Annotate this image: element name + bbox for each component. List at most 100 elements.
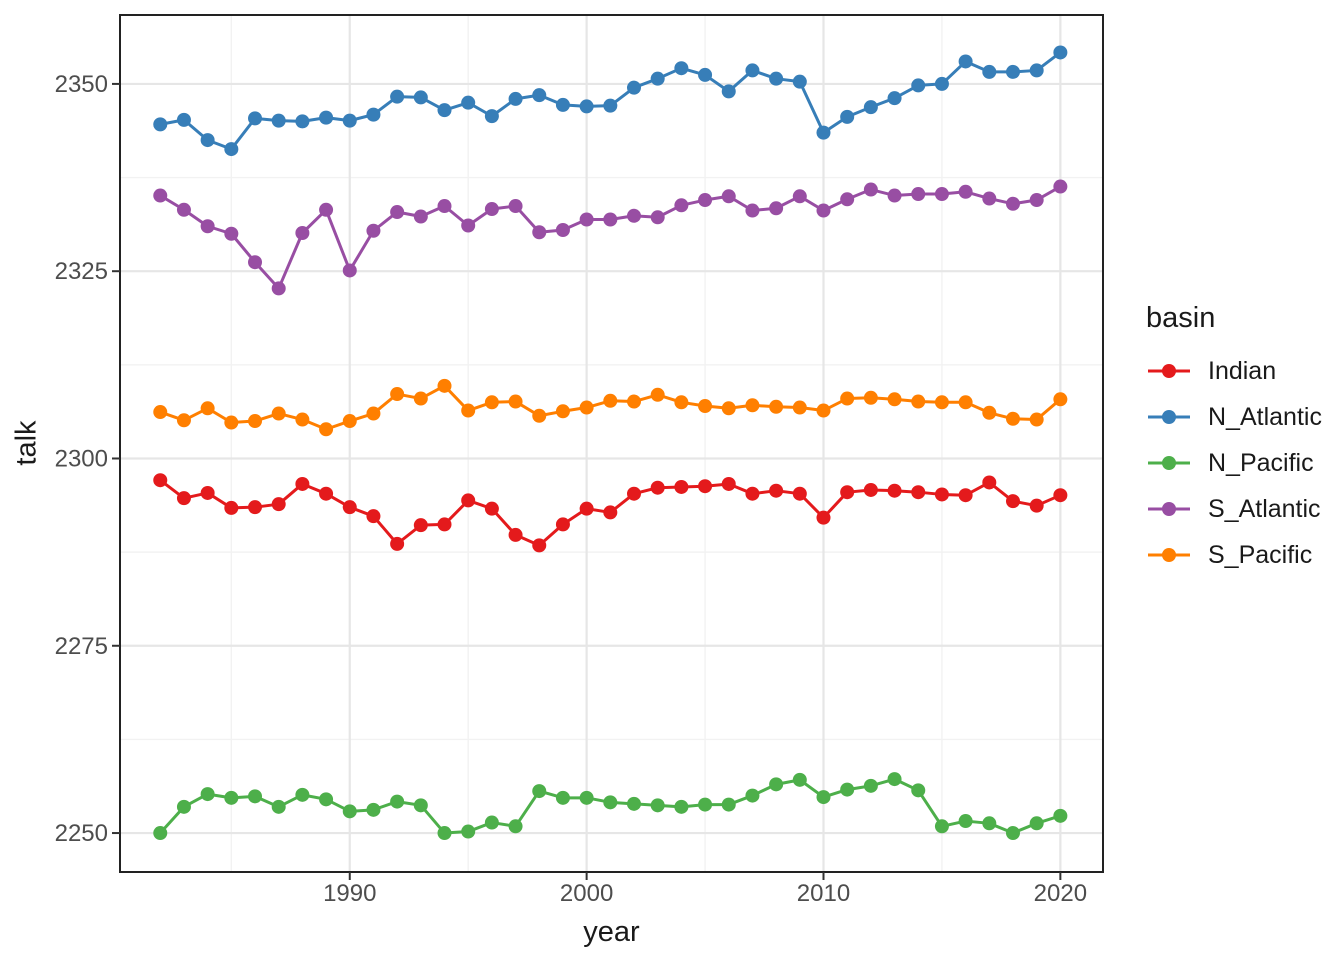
data-point-S_Pacific-1999 (555, 404, 570, 419)
data-point-N_Atlantic-1995 (461, 95, 476, 110)
data-point-S_Atlantic-2009 (792, 189, 807, 204)
data-point-N_Atlantic-1989 (319, 110, 334, 125)
legend-entry-S_Atlantic: S_Atlantic (1146, 494, 1322, 524)
data-point-S_Pacific-2011 (840, 391, 855, 406)
data-point-S_Atlantic-2004 (674, 198, 689, 213)
data-point-S_Pacific-1982 (153, 405, 168, 420)
data-point-S_Atlantic-1990 (342, 263, 357, 278)
data-point-N_Atlantic-1983 (176, 112, 191, 127)
data-point-S_Pacific-2020 (1053, 392, 1068, 407)
data-point-N_Pacific-1994 (437, 826, 452, 841)
data-point-S_Atlantic-1994 (437, 199, 452, 214)
data-point-S_Atlantic-2015 (934, 187, 949, 202)
data-point-S_Atlantic-1984 (200, 219, 215, 234)
data-point-S_Pacific-2001 (603, 393, 618, 408)
legend-label-N_Atlantic: N_Atlantic (1208, 402, 1322, 431)
data-point-S_Pacific-1997 (508, 394, 523, 409)
data-point-Indian-2011 (840, 485, 855, 500)
data-point-Indian-2020 (1053, 488, 1068, 503)
data-point-S_Pacific-2006 (721, 401, 736, 416)
data-point-N_Atlantic-2016 (958, 54, 973, 69)
data-point-Indian-2014 (911, 485, 926, 500)
data-point-S_Atlantic-2003 (650, 210, 665, 225)
data-point-S_Atlantic-1995 (461, 218, 476, 233)
data-point-N_Pacific-1997 (508, 819, 523, 834)
data-point-Indian-1984 (200, 485, 215, 500)
data-point-N_Atlantic-2013 (887, 91, 902, 106)
y-tick-label: 2275 (55, 633, 108, 660)
data-point-N_Pacific-1999 (555, 790, 570, 805)
data-point-N_Pacific-2016 (958, 814, 973, 829)
data-point-S_Pacific-1987 (271, 406, 286, 421)
data-point-N_Pacific-1990 (342, 804, 357, 819)
data-point-Indian-1996 (484, 501, 499, 516)
data-point-S_Pacific-2019 (1029, 412, 1044, 427)
data-point-N_Atlantic-2009 (792, 74, 807, 89)
data-point-N_Atlantic-1990 (342, 113, 357, 128)
data-point-Indian-1985 (224, 500, 239, 515)
data-point-N_Pacific-1988 (295, 787, 310, 802)
legend-entry-N_Atlantic: N_Atlantic (1146, 402, 1322, 432)
data-point-S_Atlantic-2008 (769, 201, 784, 216)
data-point-S_Pacific-2014 (911, 394, 926, 409)
data-point-N_Pacific-2004 (674, 799, 689, 814)
legend-key-icon-S_Atlantic (1148, 502, 1190, 516)
data-point-N_Atlantic-1986 (248, 111, 263, 126)
gridlines-minor (120, 15, 1103, 872)
data-point-N_Atlantic-2017 (982, 64, 997, 79)
data-point-Indian-2006 (721, 476, 736, 491)
data-point-S_Atlantic-1983 (176, 202, 191, 217)
data-point-S_Pacific-2007 (745, 398, 760, 413)
data-point-N_Atlantic-1985 (224, 142, 239, 157)
data-point-S_Atlantic-2018 (1005, 196, 1020, 211)
data-point-S_Pacific-2009 (792, 400, 807, 415)
data-point-Indian-1989 (319, 486, 334, 501)
legend-entry-N_Pacific: N_Pacific (1146, 448, 1322, 478)
data-point-N_Pacific-2018 (1005, 826, 1020, 841)
data-point-S_Pacific-2010 (816, 403, 831, 418)
data-point-N_Pacific-2002 (627, 796, 642, 811)
data-point-S_Pacific-1989 (319, 422, 334, 437)
data-point-S_Atlantic-1986 (248, 255, 263, 270)
data-point-S_Pacific-2016 (958, 395, 973, 410)
series-N_Pacific (153, 772, 1068, 841)
data-point-Indian-1987 (271, 497, 286, 512)
legend-title: basin (1146, 302, 1216, 334)
data-point-S_Atlantic-2001 (603, 212, 618, 227)
data-point-Indian-2007 (745, 486, 760, 501)
data-point-N_Atlantic-2014 (911, 78, 926, 93)
y-tick-label: 2300 (55, 445, 108, 472)
data-point-S_Atlantic-1993 (413, 209, 428, 224)
legend: basin Indian N_Atlantic N_Pacific S_Atlanti… (1146, 300, 1322, 586)
data-point-Indian-1999 (555, 517, 570, 532)
data-point-N_Pacific-1995 (461, 824, 476, 839)
legend-label-N_Pacific: N_Pacific (1208, 448, 1314, 477)
data-point-S_Pacific-1984 (200, 401, 215, 416)
data-point-N_Atlantic-1994 (437, 103, 452, 118)
data-point-S_Pacific-1991 (366, 406, 381, 421)
data-point-Indian-2016 (958, 488, 973, 503)
data-point-S_Pacific-1988 (295, 412, 310, 427)
data-point-N_Atlantic-2003 (650, 71, 665, 86)
series-S_Atlantic (153, 179, 1068, 296)
data-point-S_Atlantic-2014 (911, 187, 926, 202)
data-point-S_Pacific-1995 (461, 403, 476, 418)
data-point-N_Pacific-2017 (982, 816, 997, 831)
data-point-N_Atlantic-1998 (532, 88, 547, 103)
data-point-S_Atlantic-1992 (390, 205, 405, 220)
data-point-S_Pacific-1990 (342, 414, 357, 429)
data-point-N_Pacific-2009 (792, 772, 807, 787)
data-point-S_Pacific-2004 (674, 395, 689, 410)
data-point-N_Atlantic-2004 (674, 61, 689, 76)
data-point-Indian-2018 (1005, 494, 1020, 509)
data-point-Indian-1990 (342, 500, 357, 515)
data-point-S_Pacific-1983 (176, 413, 191, 428)
legend-entry-S_Pacific: S_Pacific (1146, 540, 1322, 570)
data-point-S_Atlantic-2006 (721, 189, 736, 204)
series-S_Pacific (153, 378, 1068, 437)
data-point-Indian-2013 (887, 483, 902, 498)
data-point-N_Atlantic-2020 (1053, 45, 1068, 60)
data-point-S_Pacific-1986 (248, 414, 263, 429)
data-point-N_Pacific-1984 (200, 787, 215, 802)
data-point-N_Pacific-2015 (934, 819, 949, 834)
